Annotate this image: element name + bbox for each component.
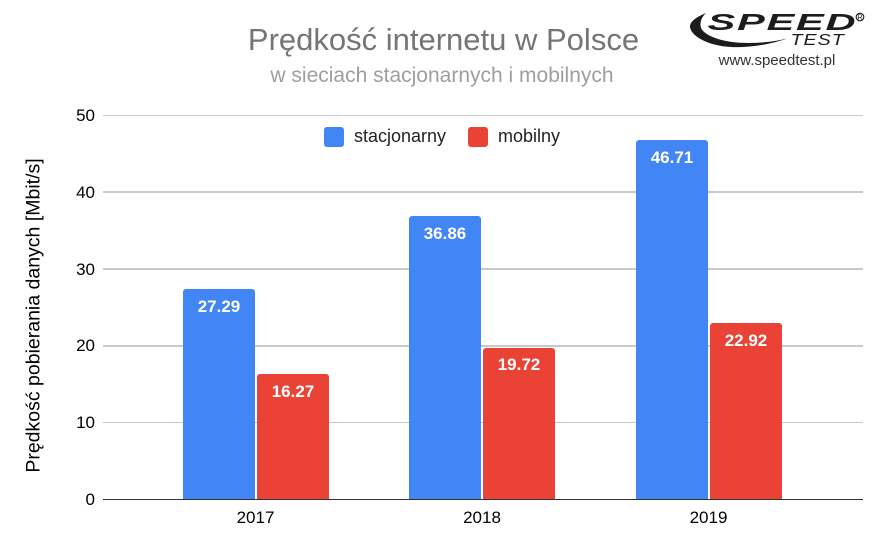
- svg-text:R: R: [857, 13, 863, 22]
- svg-text:TEST: TEST: [791, 31, 845, 49]
- svg-text:SPEED: SPEED: [708, 9, 858, 35]
